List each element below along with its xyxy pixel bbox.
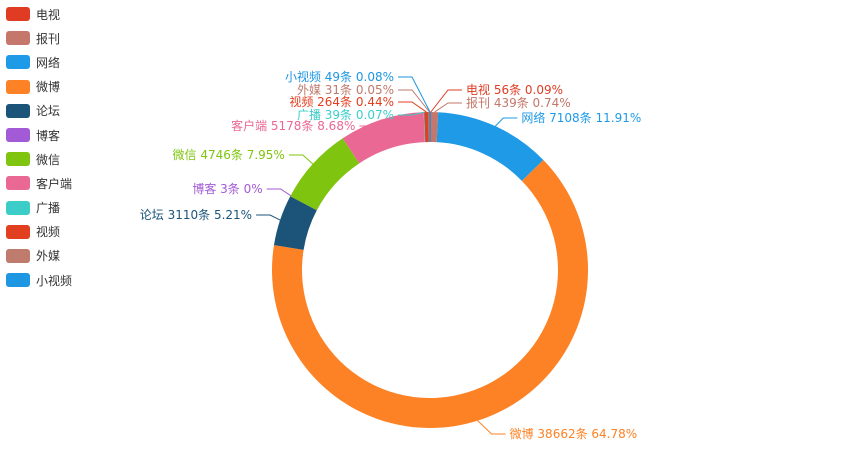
slice-label: 博客 3条 0%: [192, 181, 262, 196]
donut-slice[interactable]: [436, 112, 544, 181]
legend-item-radio[interactable]: 广播: [6, 196, 72, 220]
legend-swatch: [6, 176, 30, 191]
legend-label: 微信: [36, 152, 61, 167]
legend-item-newspaper[interactable]: 报刊: [6, 26, 72, 50]
legend-swatch: [6, 79, 30, 94]
slice-label: 网络 7108条 11.91%: [521, 110, 641, 125]
slice-label: 小视频 49条 0.08%: [285, 69, 394, 84]
legend-swatch: [6, 103, 30, 118]
legend-item-wechat[interactable]: 微信: [6, 147, 72, 171]
legend-item-short-video[interactable]: 小视频: [6, 268, 72, 292]
slice-label: 视频 264条 0.44%: [289, 94, 394, 109]
leader-line: [477, 420, 506, 435]
legend-swatch: [6, 31, 30, 46]
legend-label: 报刊: [36, 31, 61, 46]
legend-swatch: [6, 200, 30, 215]
legend-label: 网络: [36, 55, 61, 70]
donut-slices: [271, 112, 588, 428]
donut-slice[interactable]: [273, 196, 317, 250]
donut-slice[interactable]: [342, 112, 425, 164]
leader-line: [398, 111, 425, 116]
leader-line: [398, 101, 427, 113]
legend-label: 视频: [36, 225, 61, 240]
slice-label: 论坛 3110条 5.21%: [140, 208, 252, 222]
leader-line: [359, 119, 382, 127]
legend-swatch: [6, 7, 30, 22]
donut-slice[interactable]: [430, 112, 439, 143]
legend-label: 微博: [36, 80, 61, 95]
legend-item-weibo[interactable]: 微博: [6, 75, 72, 99]
slice-label: 微博 38662条 64.78%: [510, 426, 638, 441]
leader-line: [434, 102, 462, 113]
legend-label: 小视频: [36, 273, 73, 288]
leader-line: [398, 89, 430, 113]
leader-line: [266, 188, 291, 196]
legend-label: 外媒: [36, 249, 61, 264]
donut-slice[interactable]: [290, 138, 360, 211]
slice-label: 客户端 5178条 8.68%: [231, 118, 355, 133]
legend-item-blog[interactable]: 博客: [6, 123, 72, 147]
leader-line: [288, 154, 314, 165]
slice-label: 外媒 31条 0.05%: [297, 83, 394, 97]
legend-label: 论坛: [36, 104, 61, 119]
legend-swatch: [6, 152, 30, 167]
legend-item-client[interactable]: 客户端: [6, 171, 72, 195]
label-leader-lines: [256, 76, 518, 435]
legend-swatch: [6, 55, 30, 70]
legend-swatch: [6, 128, 30, 143]
donut-slice[interactable]: [429, 112, 431, 143]
donut-slice[interactable]: [271, 159, 588, 428]
legend-swatch: [6, 224, 30, 239]
legend-label: 电视: [36, 7, 61, 22]
leader-line: [430, 89, 462, 113]
legend-swatch: [6, 273, 30, 288]
chart-legend: 电视 报刊 网络 微博 论坛 博客 微信 客户端 广播 视频 外媒 小视频: [6, 2, 72, 292]
legend-label: 博客: [36, 128, 61, 143]
legend-label: 客户端: [36, 176, 73, 191]
slice-label: 广播 39条 0.07%: [297, 108, 394, 122]
legend-item-foreign-media[interactable]: 外媒: [6, 244, 72, 268]
leader-line: [398, 76, 431, 113]
legend-item-forum[interactable]: 论坛: [6, 99, 72, 123]
slice-label: 电视 56条 0.09%: [466, 82, 563, 97]
legend-item-web[interactable]: 网络: [6, 50, 72, 74]
slice-labels: 电视 56条 0.09%报刊 439条 0.74%网络 7108条 11.91%…: [140, 69, 641, 441]
slice-label: 微信 4746条 7.95%: [173, 148, 285, 162]
slice-label: 报刊 439条 0.74%: [466, 95, 571, 110]
donut-slice[interactable]: [424, 112, 429, 143]
legend-item-video[interactable]: 视频: [6, 220, 72, 244]
leader-line: [256, 214, 281, 221]
legend-label: 广播: [36, 201, 61, 216]
leader-line: [494, 117, 518, 127]
legend-item-tv[interactable]: 电视: [6, 2, 72, 26]
legend-swatch: [6, 248, 30, 263]
